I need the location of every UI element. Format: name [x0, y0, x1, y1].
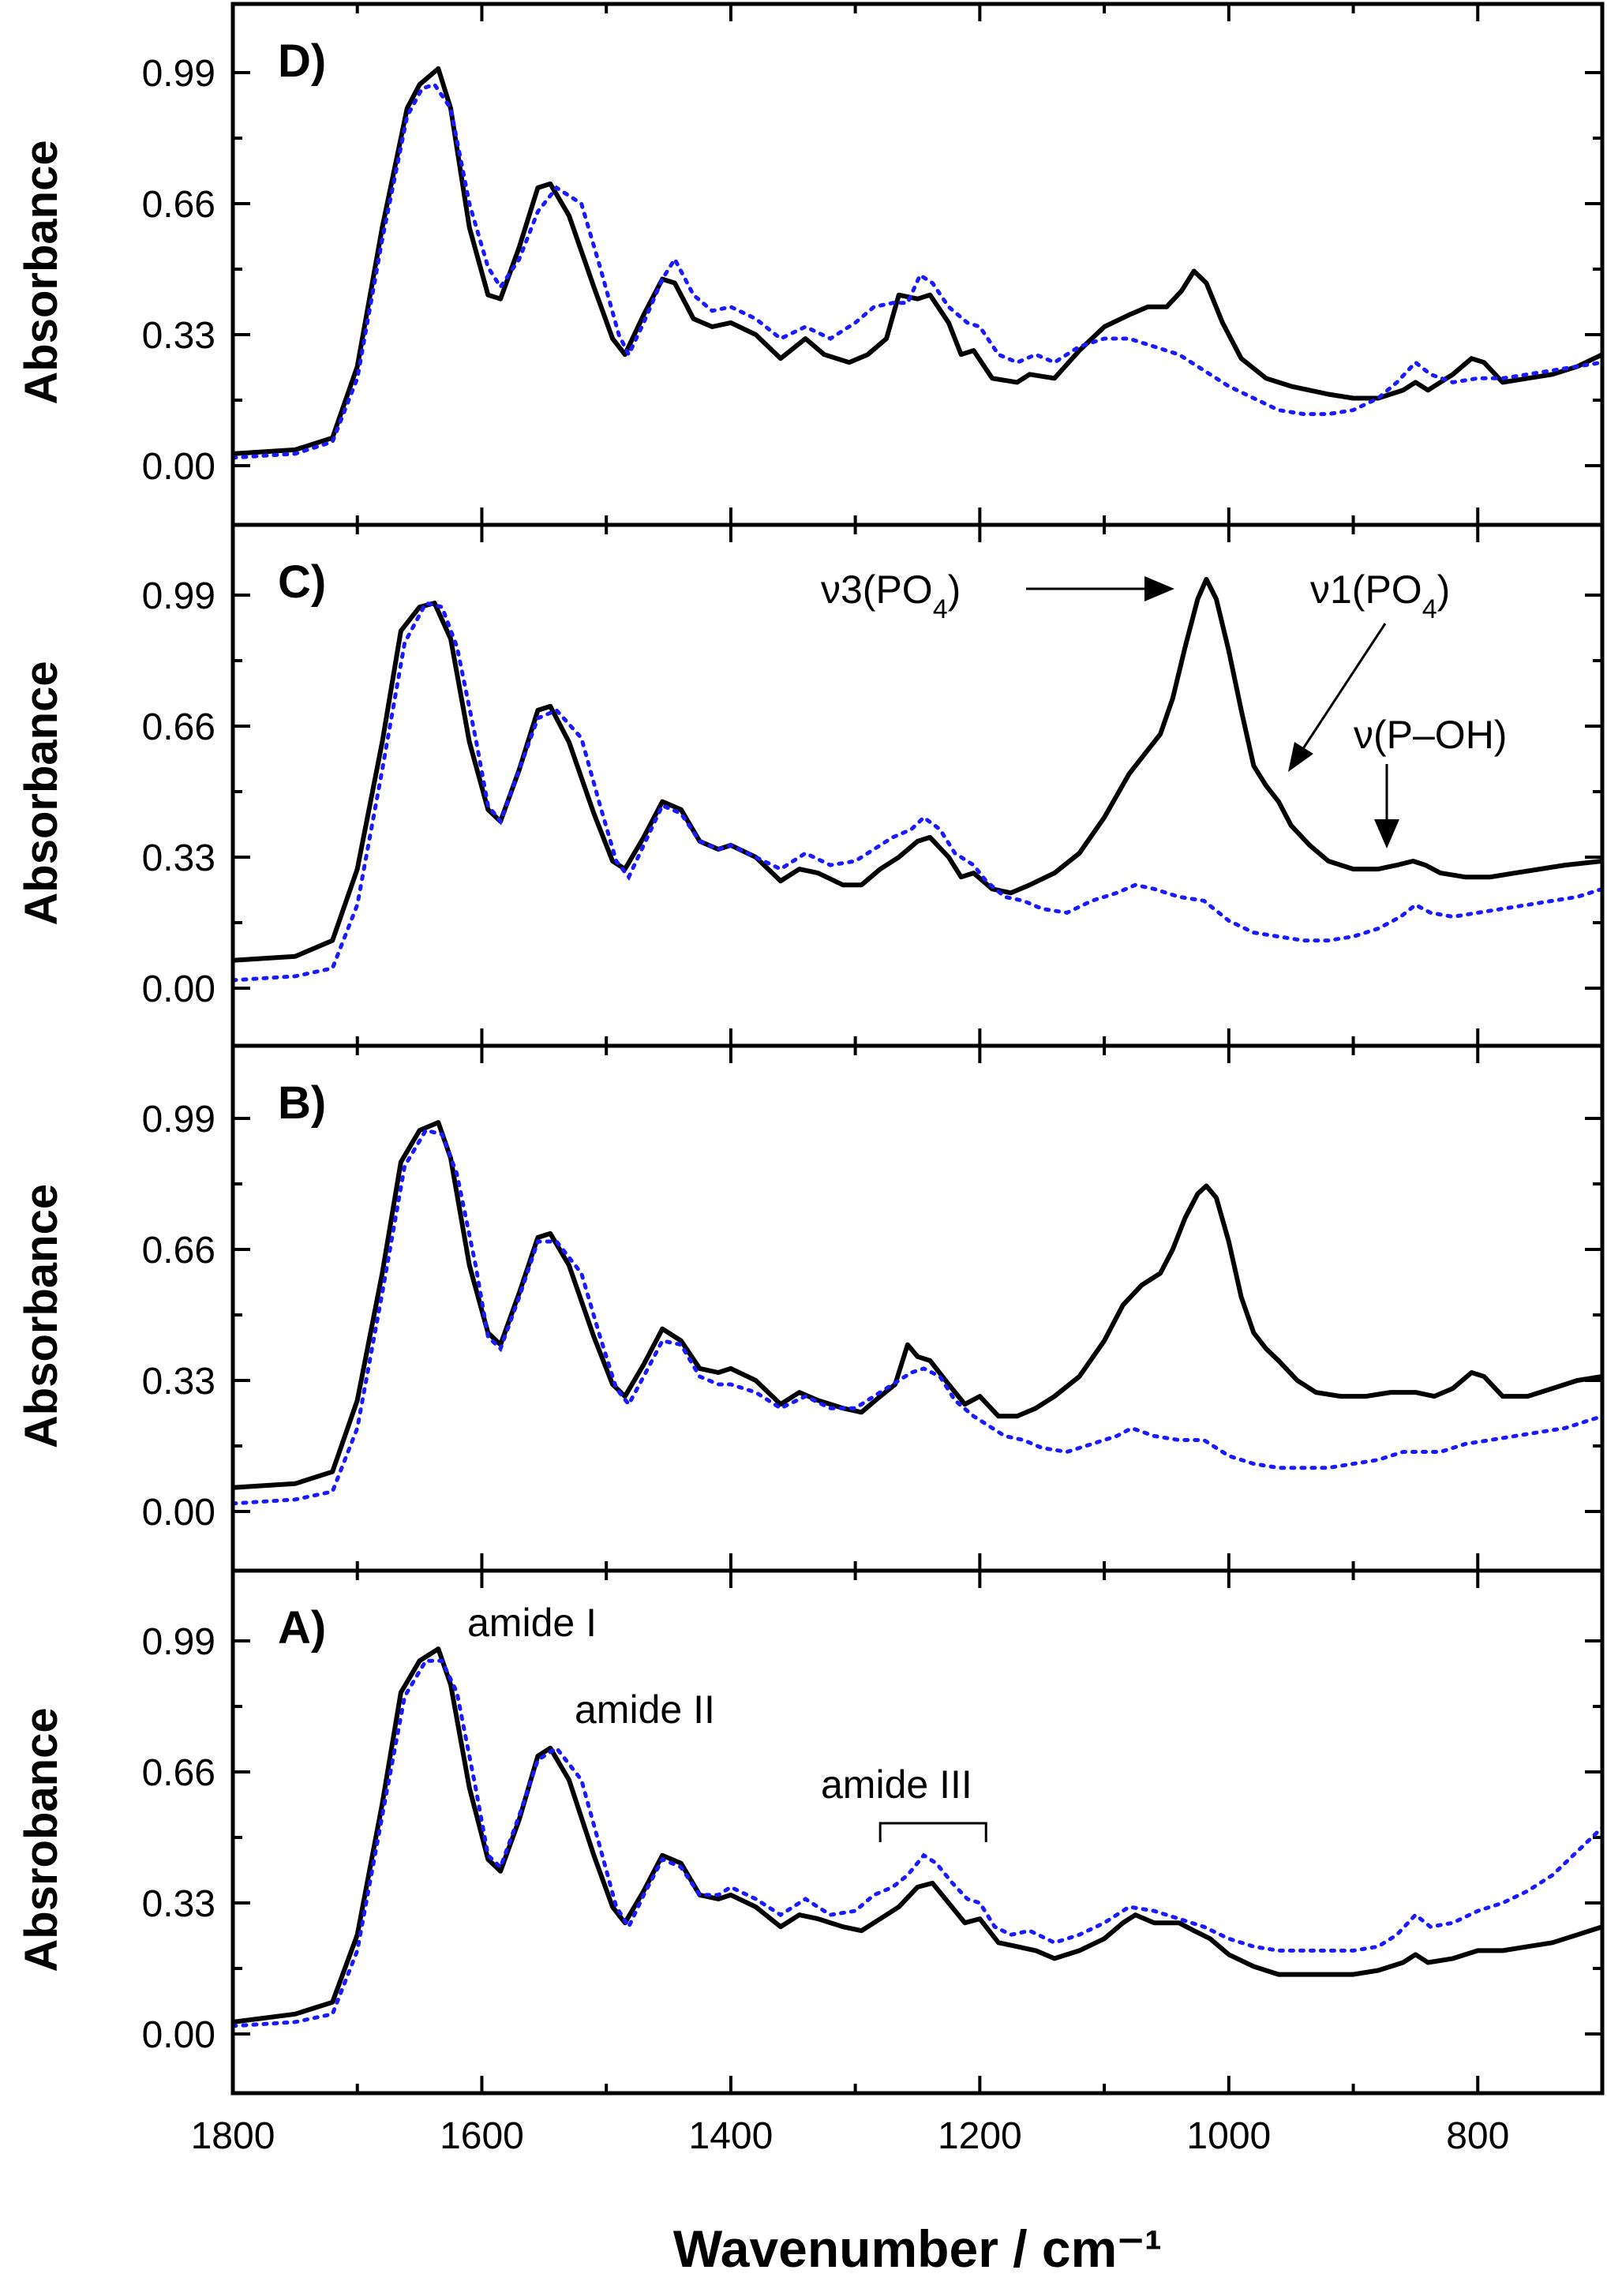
y-tick-label: 0.00 [142, 968, 215, 1010]
panel-label: D) [278, 36, 326, 87]
y-tick-label: 0.00 [142, 1492, 215, 1534]
series-dotted [233, 1658, 1602, 2028]
nu1-arrowhead [1288, 742, 1313, 772]
panel-label: B) [278, 1077, 326, 1129]
y-tick-label: 0.99 [142, 1621, 215, 1663]
x-tick-label: 800 [1446, 2115, 1509, 2157]
nu1-arrow-line [1301, 623, 1387, 751]
panel-label: A) [278, 1602, 326, 1654]
y-tick-label: 0.00 [142, 446, 215, 488]
nu1-po4-label: ν1(PO4) [1310, 567, 1450, 624]
y-tick-label: 0.33 [142, 315, 215, 357]
series-solid [233, 1120, 1602, 1490]
y-tick-label: 0.33 [142, 1361, 215, 1403]
y-axis-label: Absorbance [16, 1184, 67, 1448]
series-solid [233, 66, 1602, 456]
y-tick-label: 0.99 [142, 1099, 215, 1141]
y-tick-label: 0.66 [142, 1752, 215, 1794]
panel-frame [230, 1568, 1605, 2096]
series-solid [233, 576, 1602, 963]
nu3-arrowhead [1144, 576, 1174, 601]
y-tick-label: 0.33 [142, 837, 215, 879]
x-tick-label: 1400 [689, 2115, 774, 2157]
panel-c: 0.00 0.33 0.66 0.99 C) Absorbance ν3(PO4) ν1(PO… [16, 522, 1605, 1048]
y-tick-label: 0.99 [142, 575, 215, 617]
panel-a: 0.00 0.33 0.66 0.99 A) Absrobance amide I amide… [16, 1568, 1605, 2096]
y-tick-label: 0.33 [142, 1883, 215, 1925]
nu3-po4-label: ν3(PO4) [821, 567, 961, 624]
panel-frame [230, 2, 1605, 527]
amide-iii-label: amide III [821, 1762, 972, 1807]
x-tick-label: 1000 [1186, 2115, 1271, 2157]
y-tick-label: 0.66 [142, 184, 215, 226]
npoh-arrowhead [1374, 819, 1399, 848]
y-axis-label: Absorbance [16, 140, 67, 404]
nu-poh-label: ν(P–OH) [1354, 713, 1507, 757]
series-solid [233, 1646, 1602, 2024]
series-dotted [233, 601, 1602, 983]
y-axis-label: Absorbance [16, 661, 67, 925]
x-tick-label: 1600 [440, 2115, 524, 2157]
x-tick-label: 1800 [191, 2115, 275, 2157]
series-dotted [233, 1128, 1602, 1506]
y-tick-label: 0.00 [142, 2014, 215, 2056]
y-tick-label: 0.66 [142, 706, 215, 748]
x-tick-label: 1200 [938, 2115, 1022, 2157]
amide-iii-bracket [878, 1822, 987, 1842]
x-axis: 1800 1600 1400 1200 1000 800 Wavenumber / cm⁻¹ [191, 2115, 1510, 2278]
panel-b: 0.00 0.33 0.66 0.99 B) Absorbance [16, 1043, 1605, 1573]
series-dotted [233, 82, 1602, 460]
y-tick-label: 0.66 [142, 1230, 215, 1272]
y-axis-label: Absrobance [16, 1707, 67, 1972]
y-tick-label: 0.99 [142, 53, 215, 95]
amide-ii-label: amide II [575, 1687, 715, 1732]
amide-i-label: amide I [467, 1601, 597, 1645]
panel-d: 0.00 0.33 0.66 0.99 D) Absorbance [16, 2, 1605, 527]
panel-label: C) [278, 556, 326, 608]
x-axis-label: Wavenumber / cm⁻¹ [673, 2219, 1162, 2278]
